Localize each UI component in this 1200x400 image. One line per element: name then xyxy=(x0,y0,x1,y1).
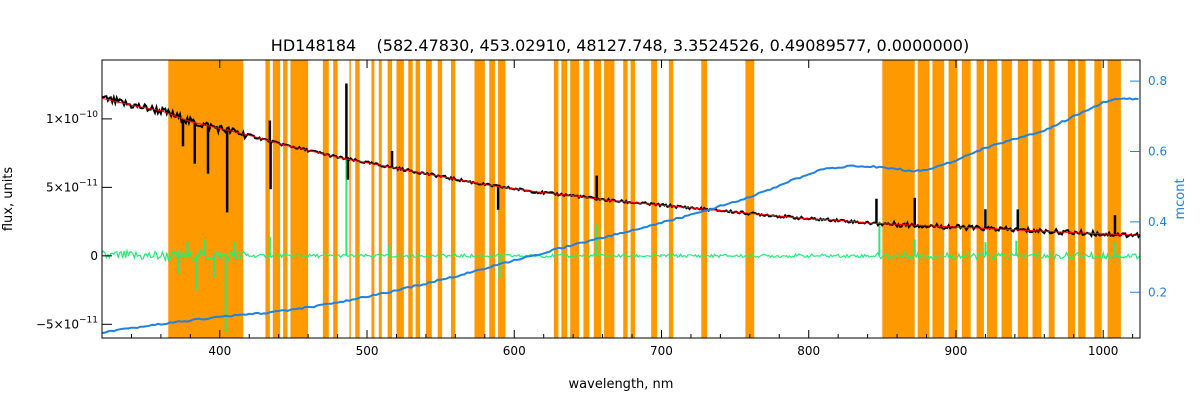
masked-region-6 xyxy=(333,60,338,338)
chart-title: HD148184 (582.47830, 453.02910, 48127.74… xyxy=(271,36,969,55)
masked-region-35 xyxy=(932,60,945,338)
y-tick-mantissa: 0 xyxy=(90,249,98,263)
x-tick-label-3: 700 xyxy=(650,344,673,358)
x-tick-label-0: 400 xyxy=(208,344,231,358)
masked-region-1 xyxy=(265,60,270,338)
masked-region-23 xyxy=(570,60,580,338)
y2-tick-label-2: 0.6 xyxy=(1148,144,1167,158)
masked-region-28 xyxy=(630,60,635,338)
y-tick-mantissa: 1×10 xyxy=(46,112,79,126)
x-tick-label-4: 800 xyxy=(797,344,820,358)
x-tick-label-6: 1000 xyxy=(1088,344,1119,358)
masked-region-9 xyxy=(371,60,375,338)
y-tick-label-3: 1×10−10 xyxy=(46,110,98,126)
masked-region-31 xyxy=(701,60,708,338)
masked-region-40 xyxy=(1001,60,1012,338)
masked-region-42 xyxy=(1032,60,1042,338)
masked-region-34 xyxy=(917,60,930,338)
masked-region-14 xyxy=(415,60,421,338)
y-tick-exponent: −11 xyxy=(79,315,98,325)
data-series xyxy=(101,83,1141,334)
masked-region-5 xyxy=(322,60,329,338)
y-tick-exponent: −11 xyxy=(79,178,98,188)
masked-region-36 xyxy=(948,60,958,338)
series-residual-line xyxy=(101,248,1141,263)
y-tick-label-0: −5×10−11 xyxy=(36,315,98,331)
masked-region-33 xyxy=(882,60,915,338)
y-axis-label: flux, units xyxy=(1,167,16,232)
masked-region-10 xyxy=(378,60,382,338)
masked-region-37 xyxy=(961,60,971,338)
masked-region-24 xyxy=(583,60,590,338)
masked-region-43 xyxy=(1048,60,1055,338)
masked-region-38 xyxy=(976,60,984,338)
y-tick-exponent: −10 xyxy=(79,110,98,120)
y-tick-mantissa: −5×10 xyxy=(36,317,79,331)
y-tick-label-1: 0 xyxy=(90,249,98,263)
y2-axis-label: mcont xyxy=(1173,178,1188,219)
masked-region-20 xyxy=(498,60,506,338)
y2-tick-label-3: 0.8 xyxy=(1148,74,1167,88)
masked-region-7 xyxy=(349,60,351,338)
masked-region-0 xyxy=(168,60,244,338)
tick-marks: 400 500 600 700 800 900 1000−5×10−1105×10−111×… xyxy=(36,60,1167,358)
masked-region-32 xyxy=(745,60,755,338)
masked-region-13 xyxy=(408,60,413,338)
axes xyxy=(101,59,1141,339)
masked-region-21 xyxy=(554,60,559,338)
masked-region-41 xyxy=(1017,60,1029,338)
masked-region-8 xyxy=(355,60,360,338)
plot-frame xyxy=(101,59,1141,339)
masked-region-16 xyxy=(437,60,443,338)
masked-region-15 xyxy=(425,60,432,338)
masked-region-44 xyxy=(1067,60,1076,338)
series-observed-flux-line xyxy=(101,93,1141,239)
series-model-line xyxy=(101,97,1141,236)
masked-region-46 xyxy=(1094,60,1102,338)
masked-region-30 xyxy=(668,60,674,338)
masked-region-39 xyxy=(986,60,998,338)
x-axis-label: wavelength, nm xyxy=(569,377,674,392)
series-mcont-line xyxy=(101,97,1139,334)
y-tick-label-2: 5×10−11 xyxy=(46,178,98,194)
masked-region-45 xyxy=(1078,60,1086,338)
y-tick-mantissa: 5×10 xyxy=(46,180,79,194)
masked-region-19 xyxy=(489,60,496,338)
x-tick-label-1: 500 xyxy=(356,344,379,358)
masked-region-47 xyxy=(1107,60,1121,338)
masked-region-18 xyxy=(474,60,485,338)
masked-region-4 xyxy=(290,60,309,338)
masked-region-17 xyxy=(450,60,456,338)
y2-tick-label-1: 0.4 xyxy=(1148,215,1167,229)
masked-region-11 xyxy=(387,60,393,338)
masked-region-3 xyxy=(283,60,288,338)
y2-tick-label-0: 0.2 xyxy=(1148,285,1167,299)
masked-region-22 xyxy=(561,60,568,338)
masked-regions xyxy=(168,60,1121,338)
x-tick-label-2: 600 xyxy=(503,344,526,358)
masked-region-12 xyxy=(396,60,404,338)
masked-region-27 xyxy=(623,60,628,338)
masked-region-2 xyxy=(272,60,281,338)
masked-region-29 xyxy=(651,60,658,338)
x-tick-label-5: 900 xyxy=(945,344,968,358)
